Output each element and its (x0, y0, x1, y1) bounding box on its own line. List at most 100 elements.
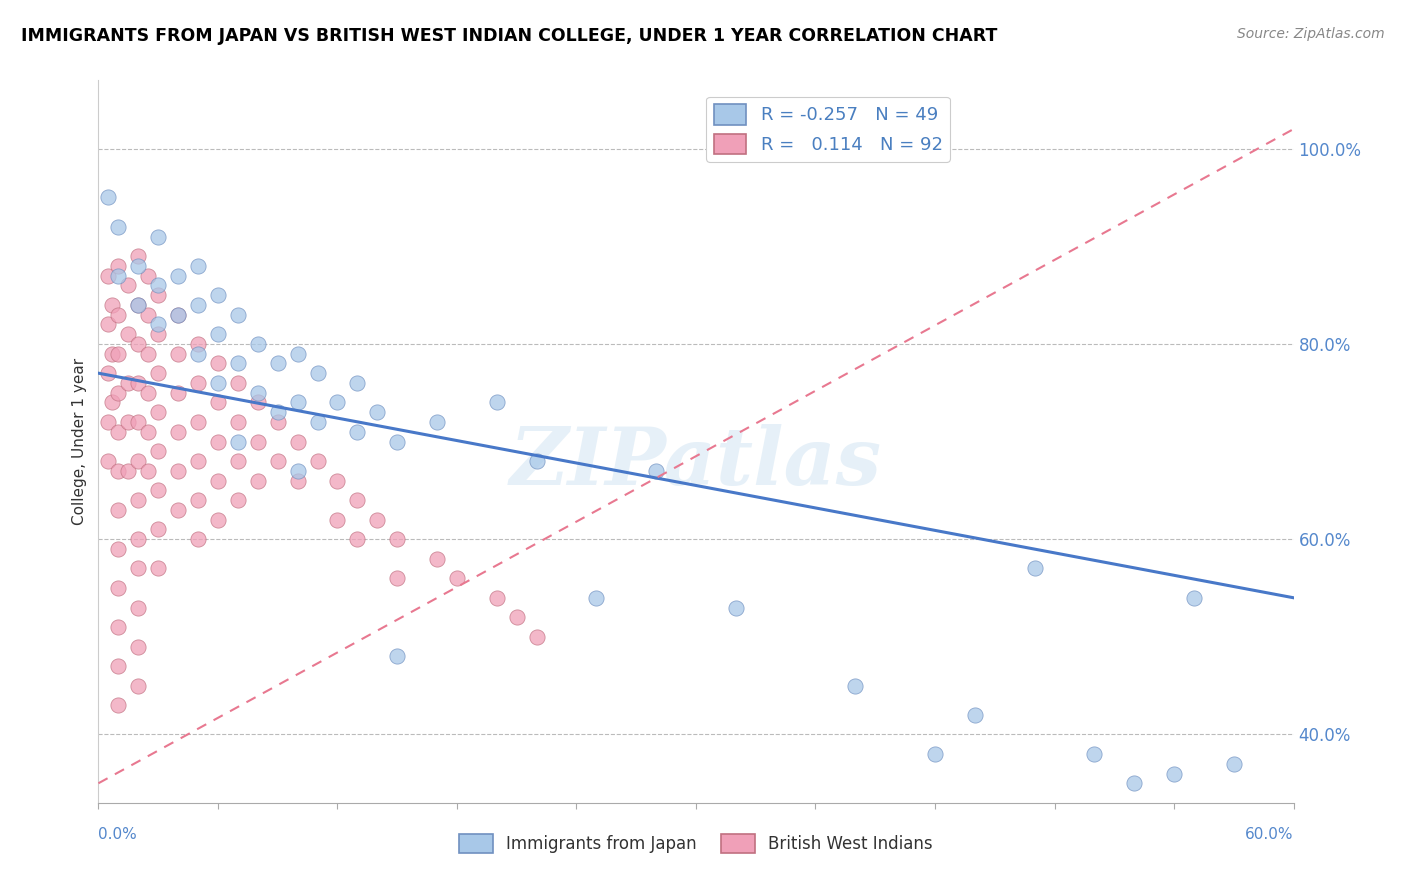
Point (346, 532, 368, 546)
Point (226, 356, 249, 370)
Point (148, 444, 170, 458)
Point (117, 464, 139, 478)
Point (385, 571, 409, 585)
Point (426, 415, 449, 429)
Point (127, 493, 149, 508)
Point (127, 532, 149, 546)
Point (207, 288, 229, 302)
Text: 0.0%: 0.0% (98, 827, 138, 842)
Point (136, 308, 159, 322)
Point (127, 561, 149, 575)
Point (226, 376, 249, 390)
Point (385, 434, 409, 449)
Point (346, 376, 368, 390)
Point (267, 356, 290, 370)
Point (187, 298, 209, 312)
Legend: Immigrants from Japan, British West Indians: Immigrants from Japan, British West Indi… (453, 827, 939, 860)
Point (107, 464, 129, 478)
Point (187, 454, 209, 468)
Point (326, 513, 349, 527)
Point (1182, 591, 1205, 605)
Point (246, 474, 269, 488)
Point (101, 298, 124, 312)
Point (107, 219, 129, 234)
Point (97, 190, 120, 204)
Point (485, 395, 508, 409)
Point (187, 337, 209, 351)
Point (127, 600, 149, 615)
Point (226, 493, 249, 508)
Point (426, 551, 449, 566)
Point (107, 385, 129, 400)
Text: 60.0%: 60.0% (1246, 827, 1294, 842)
Point (127, 679, 149, 693)
Point (97, 415, 120, 429)
Point (267, 415, 290, 429)
Point (924, 747, 946, 761)
Point (326, 474, 349, 488)
Point (148, 318, 170, 332)
Point (167, 385, 190, 400)
Point (385, 649, 409, 664)
Point (187, 259, 209, 273)
Point (107, 659, 129, 673)
Point (346, 493, 368, 508)
Point (127, 640, 149, 654)
Point (167, 308, 190, 322)
Point (117, 327, 139, 342)
Point (136, 385, 159, 400)
Point (724, 600, 747, 615)
Point (127, 376, 149, 390)
Point (187, 376, 209, 390)
Point (446, 571, 468, 585)
Point (246, 434, 269, 449)
Point (526, 454, 548, 468)
Point (207, 395, 229, 409)
Point (107, 346, 129, 360)
Point (148, 366, 170, 380)
Point (844, 679, 866, 693)
Point (107, 581, 129, 595)
Point (107, 259, 129, 273)
Point (207, 356, 229, 370)
Point (287, 346, 309, 360)
Point (267, 454, 290, 468)
Point (136, 268, 159, 283)
Point (101, 395, 124, 409)
Point (148, 278, 170, 293)
Point (207, 376, 229, 390)
Point (148, 483, 170, 498)
Point (148, 405, 170, 419)
Point (246, 385, 269, 400)
Point (127, 298, 149, 312)
Point (107, 268, 129, 283)
Point (127, 415, 149, 429)
Point (207, 327, 229, 342)
Point (148, 229, 170, 244)
Point (226, 415, 249, 429)
Point (127, 259, 149, 273)
Point (148, 561, 170, 575)
Text: IMMIGRANTS FROM JAPAN VS BRITISH WEST INDIAN COLLEGE, UNDER 1 YEAR CORRELATION C: IMMIGRANTS FROM JAPAN VS BRITISH WEST IN… (21, 27, 997, 45)
Point (127, 337, 149, 351)
Point (167, 464, 190, 478)
Point (148, 288, 170, 302)
Point (1024, 561, 1046, 575)
Point (226, 454, 249, 468)
Point (207, 434, 229, 449)
Point (226, 308, 249, 322)
Point (127, 454, 149, 468)
Point (187, 493, 209, 508)
Point (1083, 747, 1105, 761)
Point (207, 474, 229, 488)
Point (167, 503, 190, 517)
Point (1123, 776, 1146, 790)
Point (287, 434, 309, 449)
Text: Source: ZipAtlas.com: Source: ZipAtlas.com (1237, 27, 1385, 41)
Point (107, 620, 129, 634)
Point (246, 395, 269, 409)
Point (267, 405, 290, 419)
Point (117, 376, 139, 390)
Point (167, 268, 190, 283)
Point (117, 415, 139, 429)
